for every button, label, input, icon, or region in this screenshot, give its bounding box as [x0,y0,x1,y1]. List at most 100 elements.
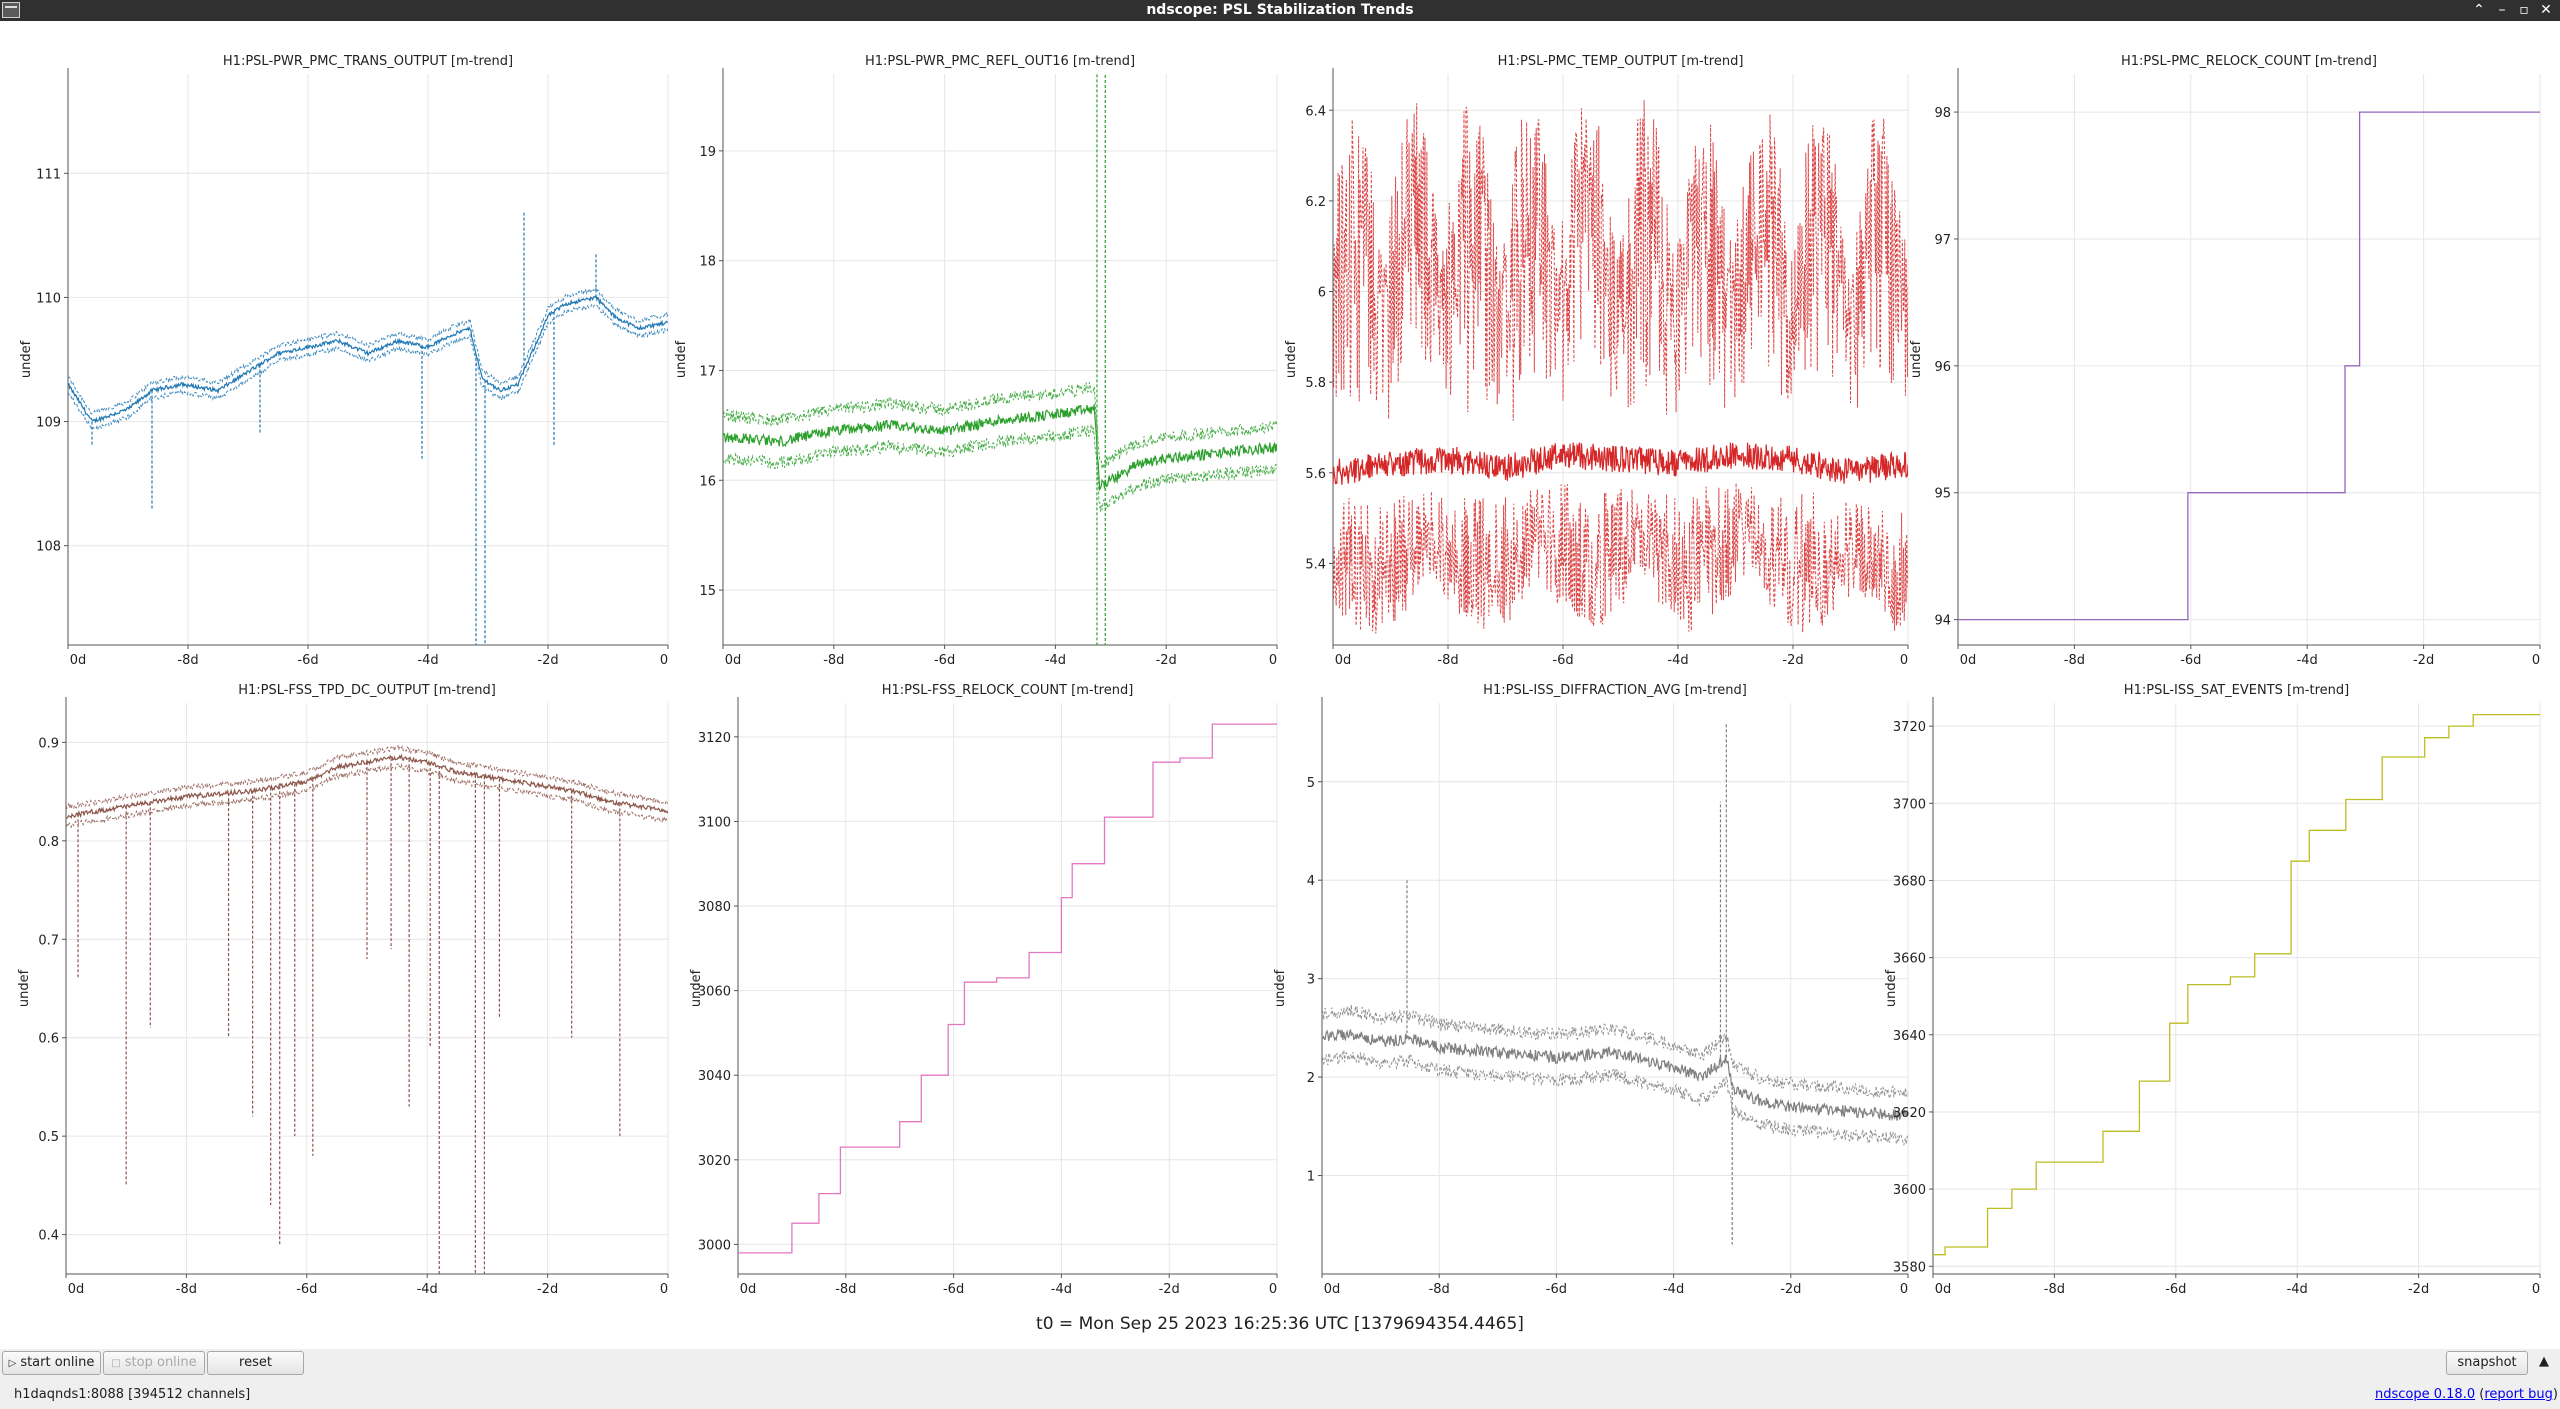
x-tick-label: 0 [1269,653,1277,668]
y-tick-label: 3720 [1893,720,1926,735]
y-axis-label: undef [1273,969,1288,1007]
series-line [738,723,1277,1254]
report-bug-link[interactable]: report bug [2484,1387,2553,1402]
y-axis-label: undef [1884,969,1899,1007]
y-axis-label: undef [674,340,689,378]
x-tick-label: 0d [1324,1282,1341,1297]
x-tick-label: -6d [1552,653,1573,668]
y-tick-label: 5.8 [1305,376,1326,391]
y-tick-label: 110 [36,291,61,306]
stop-online-button[interactable]: □ stop online [103,1351,205,1375]
x-tick-label: -2d [1156,653,1177,668]
y-tick-label: 0.6 [38,1032,59,1047]
y-tick-label: 5.6 [1305,467,1326,482]
x-tick-label: 0d [740,1282,757,1297]
report-open: ( [2475,1387,2485,1402]
version-info: ndscope 0.18.0 (report bug) [2375,1387,2558,1402]
chart-title: H1:PSL-ISS_DIFFRACTION_AVG [m-trend] [1483,683,1747,698]
snapshot-button[interactable]: snapshot [2446,1351,2528,1375]
series-max-line [1322,1004,1908,1099]
restore-up-icon[interactable]: ⌃ [2473,2,2485,18]
x-tick-label: -6d [297,653,318,668]
series-layer [1958,111,2540,621]
series-mean-line [1333,442,1908,486]
y-tick-label: 3620 [1893,1106,1926,1121]
chart-panel-5: H1:PSL-FSS_TPD_DC_OUTPUT [m-trend] 0d -8d -… [17,683,669,1297]
y-axis-label: undef [1909,340,1924,378]
close-icon[interactable]: ✕ [2540,2,2552,18]
y-tick-label: 3000 [698,1238,731,1253]
x-tick-label: 0 [2532,653,2540,668]
y-tick-label: 3120 [698,731,731,746]
chart-panel-1: H1:PSL-PWR_PMC_TRANS_OUTPUT [m-trend] 0d -… [19,54,669,668]
x-tick-label: -6d [2180,653,2201,668]
y-tick-label: 1 [1307,1170,1315,1185]
y-tick-label: 108 [36,540,61,555]
x-tick-label: -6d [2165,1282,2186,1297]
x-tick-label: 0 [1900,653,1908,668]
x-tick-label: -8d [1429,1282,1450,1297]
chart-title: H1:PSL-PMC_RELOCK_COUNT [m-trend] [2121,54,2377,69]
y-tick-label: 6 [1318,286,1326,301]
x-tick-label: -4d [1663,1282,1684,1297]
x-tick-label: -8d [2044,1282,2065,1297]
y-tick-label: 16 [699,474,716,489]
maximize-icon[interactable]: ▫ [2519,2,2529,18]
x-tick-label: -4d [2297,653,2318,668]
series-mean-line [1322,1029,1908,1122]
series-layer [66,744,668,1274]
y-tick-label: 19 [699,145,716,160]
x-tick-label: -4d [417,653,438,668]
y-axis-label: undef [17,969,32,1007]
x-tick-label: 0d [725,653,742,668]
start-online-label: start online [20,1355,95,1370]
expand-panel-button[interactable]: ▲ [2532,1351,2556,1375]
y-tick-label: 3040 [698,1069,731,1084]
series-min-line [723,424,1277,512]
x-tick-label: -4d [1045,653,1066,668]
window-titlebar: ndscope: PSL Stabilization Trends ⌃ – ▫ … [0,0,2560,21]
reset-button[interactable]: reset [207,1351,304,1375]
triangle-up-icon: ▲ [2539,1354,2549,1369]
chart-title: H1:PSL-FSS_TPD_DC_OUTPUT [m-trend] [238,683,496,698]
play-icon: ▷ [8,1358,17,1369]
chart-title: H1:PSL-PMC_TEMP_OUTPUT [m-trend] [1498,54,1744,69]
chart-panel-7: H1:PSL-ISS_DIFFRACTION_AVG [m-trend] 0d -8… [1273,683,1909,1297]
x-tick-label: 0d [1935,1282,1952,1297]
series-layer [738,723,1277,1254]
series-layer [68,210,668,645]
series-line [1958,111,2540,621]
chart-panel-3: H1:PSL-PMC_TEMP_OUTPUT [m-trend] 0d -8d -6d… [1284,54,1909,668]
x-tick-label: -4d [2287,1282,2308,1297]
app-window-icon[interactable] [2,2,20,18]
chart-title: H1:PSL-ISS_SAT_EVENTS [m-trend] [2124,683,2349,698]
x-tick-label: 0d [70,653,87,668]
x-tick-label: -2d [1159,1282,1180,1297]
y-tick-label: 5.4 [1305,557,1326,572]
window-title: ndscope: PSL Stabilization Trends [1146,2,1414,18]
y-tick-label: 0.9 [38,736,59,751]
y-axis-label: undef [689,969,704,1007]
series-max-line [68,286,668,415]
chart-title: H1:PSL-PWR_PMC_REFL_OUT16 [m-trend] [865,54,1135,69]
x-tick-label: 0d [1335,653,1352,668]
start-online-button[interactable]: ▷ start online [2,1351,101,1375]
y-tick-label: 2 [1307,1071,1315,1086]
version-link[interactable]: ndscope 0.18.0 [2375,1387,2476,1402]
x-tick-label: -4d [1667,653,1688,668]
series-layer [1322,722,1908,1245]
y-tick-label: 3660 [1893,952,1926,967]
y-tick-label: 3 [1307,973,1315,988]
x-tick-label: -6d [943,1282,964,1297]
series-mean-line [68,294,668,424]
y-axis-label: undef [19,340,34,378]
series-line [1933,713,2540,1256]
y-tick-label: 3580 [1893,1260,1926,1275]
x-tick-label: -2d [1782,653,1803,668]
x-tick-label: 0 [660,653,668,668]
minimize-icon[interactable]: – [2498,2,2506,18]
series-min-line [68,303,668,431]
plot-grid[interactable]: H1:PSL-PWR_PMC_TRANS_OUTPUT [m-trend] 0d -… [0,21,2560,1341]
y-tick-label: 94 [1934,614,1951,629]
y-tick-label: 18 [699,255,716,270]
